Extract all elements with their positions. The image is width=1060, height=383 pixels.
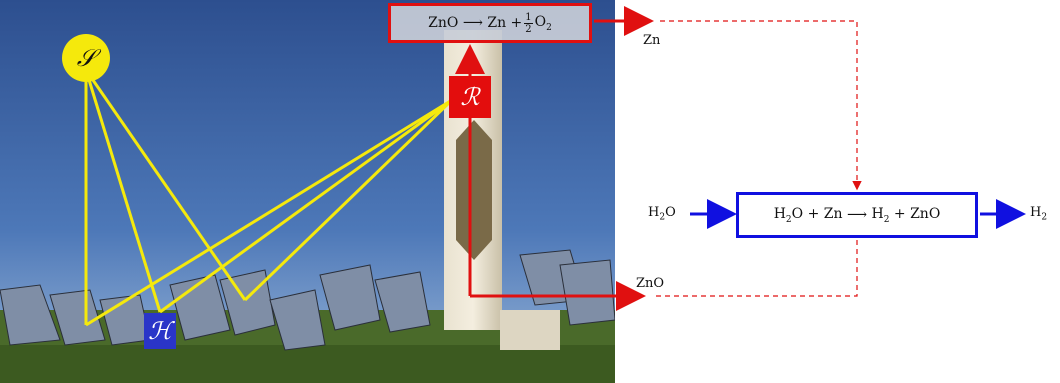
reactant-h2o-zn: H2O + Zn [773, 205, 843, 225]
reaction-arrow: ⟶ [462, 15, 483, 31]
product-h2-zno: H2 + ZnO [871, 205, 941, 225]
solar-tower-photo [0, 0, 616, 383]
sun-rays [84, 69, 454, 327]
heliostat-symbol: ℋ [144, 313, 176, 349]
h2o-input-label: H2O [648, 205, 676, 223]
product-o2: O2 [534, 13, 552, 33]
zno-return-label: ZnO [636, 276, 665, 291]
right-panel [615, 0, 1060, 383]
hydrolysis-equation: H2O + Zn ⟶ H2 + ZnO [736, 192, 978, 238]
reactant-zno: ZnO [428, 15, 459, 31]
reaction-arrow: ⟶ [846, 207, 868, 223]
zinc-oxide-dissociation-equation: ZnO ⟶ Zn + 1 2 O2 [388, 3, 592, 43]
product-zn: Zn + [487, 15, 523, 31]
red-zinc-loop [455, 6, 862, 311]
h2-output-label: H2 [1030, 205, 1048, 223]
sun-symbol: 𝒮 [62, 34, 110, 82]
half-fraction: 1 2 [524, 11, 533, 35]
zn-output-label: Zn [643, 33, 661, 48]
receiver-symbol: ℛ [449, 76, 491, 118]
